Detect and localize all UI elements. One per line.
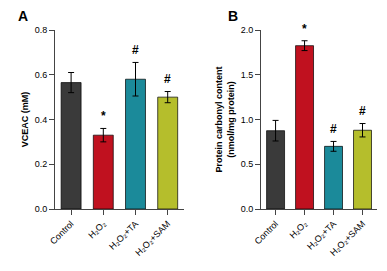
svg-text:*: * [302, 22, 307, 36]
svg-text:Protein carbonyl content(nmol/: Protein carbonyl content(nmol/mg protein… [214, 66, 236, 172]
svg-text:0.2: 0.2 [35, 159, 48, 169]
svg-text:0.4: 0.4 [35, 115, 48, 125]
svg-text:H₂O₂+SAM: H₂O₂+SAM [328, 219, 367, 258]
svg-text:0.0: 0.0 [241, 204, 254, 214]
svg-text:1.0: 1.0 [241, 115, 254, 125]
svg-text:A: A [18, 8, 28, 24]
svg-text:#: # [132, 43, 139, 57]
svg-text:#: # [164, 72, 171, 86]
svg-text:H₂O₂+TA: H₂O₂+TA [305, 219, 338, 252]
svg-text:1.5: 1.5 [241, 70, 254, 80]
svg-text:0.5: 0.5 [241, 159, 254, 169]
svg-text:Control: Control [48, 219, 76, 247]
svg-text:0.0: 0.0 [35, 204, 48, 214]
svg-text:H₂O₂+TA: H₂O₂+TA [107, 219, 140, 252]
svg-text:0.8: 0.8 [35, 25, 48, 35]
svg-text:2.0: 2.0 [241, 25, 254, 35]
svg-text:*: * [101, 109, 106, 123]
svg-text:#: # [330, 122, 337, 136]
svg-text:H₂O₂+SAM: H₂O₂+SAM [133, 219, 172, 258]
svg-text:0.6: 0.6 [35, 70, 48, 80]
svg-text:B: B [228, 8, 238, 24]
svg-text:H₂O₂: H₂O₂ [86, 218, 108, 240]
svg-text:#: # [359, 104, 366, 118]
svg-text:VCEAC (mM): VCEAC (mM) [20, 92, 30, 148]
svg-text:H₂O₂: H₂O₂ [288, 218, 310, 240]
svg-text:Control: Control [253, 219, 281, 247]
